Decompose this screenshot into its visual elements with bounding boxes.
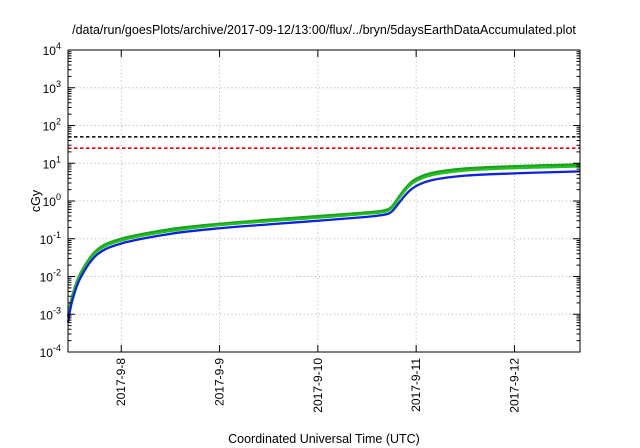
y-tick-label: 10-2 xyxy=(40,268,61,285)
y-tick-base: 10 xyxy=(43,44,57,58)
y-tick-label: 102 xyxy=(43,117,61,134)
y-tick-label: 103 xyxy=(43,79,61,96)
y-tick-exponent: -2 xyxy=(53,268,61,278)
y-tick-base: 10 xyxy=(43,120,57,134)
y-tick-exponent: -3 xyxy=(53,305,61,315)
y-tick-base: 10 xyxy=(43,82,57,96)
series-line xyxy=(66,170,581,323)
y-tick-base: 10 xyxy=(40,233,54,247)
y-tick-exponent: 0 xyxy=(56,192,61,202)
y-tick-base: 10 xyxy=(43,195,57,209)
x-axis-tick-labels: 2017-9-8 2017-9-9 2017-9-10 2017-9-11 2017-9… xyxy=(114,358,521,413)
x-tick-label: 2017-9-8 xyxy=(114,358,128,406)
y-tick-base: 10 xyxy=(40,308,54,322)
y-tick-label: 100 xyxy=(43,192,61,209)
series-lines xyxy=(66,163,581,323)
y-tick-exponent: -1 xyxy=(53,230,61,240)
y-tick-exponent: -4 xyxy=(53,343,61,353)
y-tick-exponent: 2 xyxy=(56,117,61,127)
y-tick-base: 10 xyxy=(40,271,54,285)
series-line xyxy=(66,165,581,319)
y-tick-exponent: 4 xyxy=(56,41,61,51)
y-axis-label: cGy xyxy=(29,189,43,212)
y-tick-label: 10-3 xyxy=(40,305,61,322)
y-tick-label: 104 xyxy=(43,41,61,58)
y-tick-exponent: 1 xyxy=(56,154,61,164)
grid xyxy=(68,50,580,352)
x-tick-label: 2017-9-9 xyxy=(213,358,227,406)
y-tick-base: 10 xyxy=(43,157,57,171)
x-tick-label: 2017-9-10 xyxy=(311,358,325,413)
y-tick-label: 10-1 xyxy=(40,230,61,247)
y-tick-label: 101 xyxy=(43,154,61,171)
x-axis-label: Coordinated Universal Time (UTC) xyxy=(228,432,420,446)
x-tick-label: 2017-9-12 xyxy=(507,358,521,413)
axis-ticks xyxy=(68,49,580,353)
y-tick-exponent: 3 xyxy=(56,79,61,89)
x-tick-label: 2017-9-11 xyxy=(409,358,423,412)
y-tick-base: 10 xyxy=(40,346,54,360)
reference-lines xyxy=(68,136,580,150)
chart-title: /data/run/goesPlots/archive/2017-09-12/1… xyxy=(72,23,576,37)
y-tick-label: 10-4 xyxy=(40,343,61,360)
series-line xyxy=(66,163,581,317)
